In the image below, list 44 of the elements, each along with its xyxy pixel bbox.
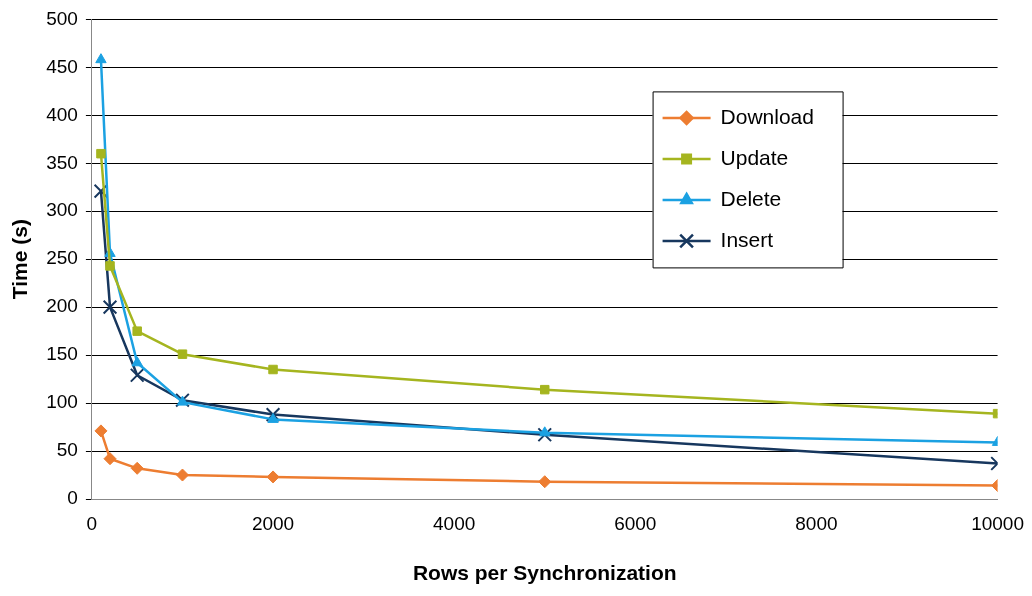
point bbox=[131, 356, 143, 367]
point bbox=[175, 468, 189, 482]
x-tick-label: 8000 bbox=[795, 512, 838, 534]
y-tick-label: 250 bbox=[46, 247, 78, 269]
y-tick-label: 350 bbox=[46, 151, 78, 173]
x-axis-title: Rows per Synchronization bbox=[412, 561, 677, 585]
point bbox=[130, 461, 144, 475]
y-tick-label: 50 bbox=[56, 439, 78, 461]
point bbox=[265, 407, 281, 422]
y-tick-label: 200 bbox=[46, 295, 78, 317]
point bbox=[540, 384, 550, 395]
y-axis-title: Time (s) bbox=[8, 219, 32, 300]
x-tick-label: 2000 bbox=[251, 512, 295, 534]
point bbox=[94, 424, 108, 438]
legend-label: Update bbox=[720, 145, 789, 169]
y-tick-label: 500 bbox=[46, 7, 78, 29]
y-tick-label: 0 bbox=[67, 487, 78, 509]
point bbox=[267, 412, 279, 423]
legend-label: Download bbox=[720, 104, 814, 128]
point bbox=[539, 426, 551, 437]
point bbox=[105, 261, 115, 271]
point bbox=[129, 367, 145, 383]
point bbox=[96, 148, 106, 159]
legend-label: Delete bbox=[720, 186, 782, 210]
point bbox=[132, 326, 142, 336]
point bbox=[537, 427, 553, 443]
y-tick-label: 150 bbox=[46, 343, 78, 365]
y-tick-label: 300 bbox=[46, 199, 78, 221]
y-tick-label: 450 bbox=[46, 55, 78, 77]
y-tick-label: 400 bbox=[46, 103, 78, 125]
point bbox=[268, 364, 278, 375]
legend-label: Insert bbox=[720, 227, 774, 251]
x-tick-label: 0 bbox=[86, 512, 98, 534]
x-tick-label: 6000 bbox=[614, 512, 657, 534]
point bbox=[102, 299, 118, 315]
x-tick-label: 10000 bbox=[971, 512, 1024, 534]
point bbox=[266, 470, 280, 484]
point bbox=[538, 475, 552, 489]
point bbox=[177, 349, 188, 359]
y-tick-label: 100 bbox=[46, 391, 78, 413]
x-tick-label: 4000 bbox=[433, 512, 476, 534]
point bbox=[93, 183, 109, 199]
point bbox=[95, 53, 107, 64]
point bbox=[103, 452, 117, 466]
